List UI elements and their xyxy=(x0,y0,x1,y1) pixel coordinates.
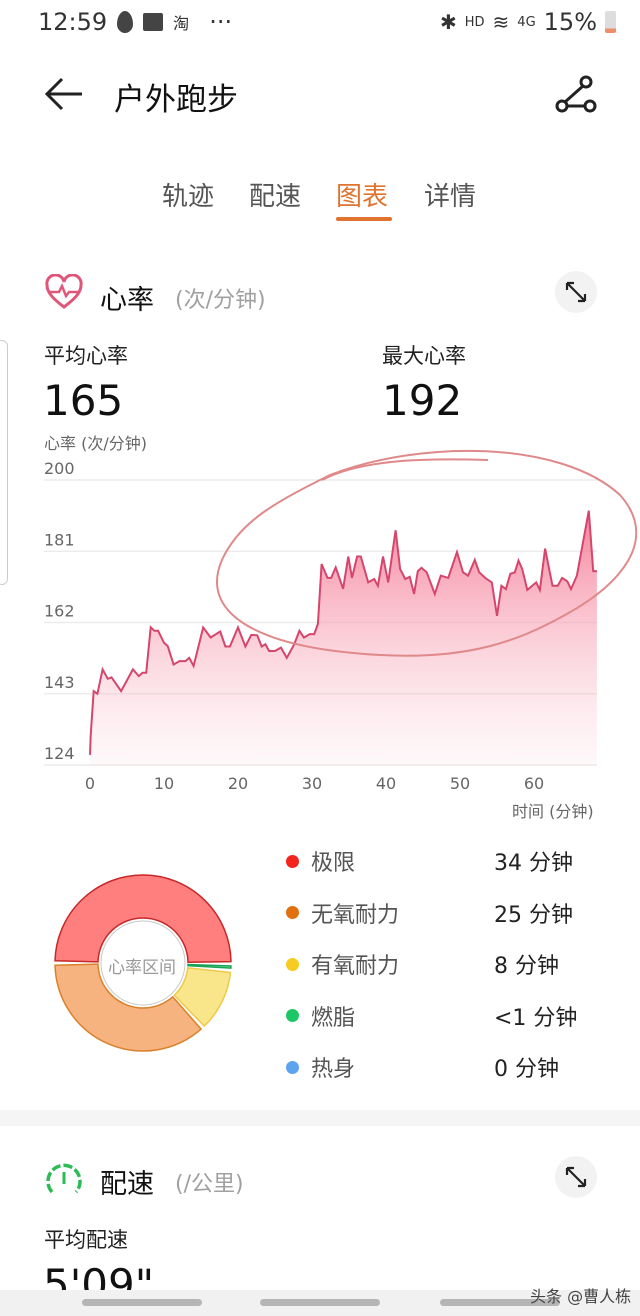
zone-duration: 34 分钟 xyxy=(494,851,573,876)
x-tick-label: 30 xyxy=(302,774,322,793)
max-heart-rate-label: 最大心率 xyxy=(382,344,466,368)
hd-label: HD xyxy=(464,14,485,30)
gallery-icon xyxy=(143,13,164,31)
donut-center-label: 心率区间 xyxy=(108,958,176,978)
wifi-icon: ≋ xyxy=(492,10,510,34)
taobao-icon: 淘 xyxy=(173,14,190,33)
y-tick-label: 162 xyxy=(44,602,75,621)
nav-button-home[interactable] xyxy=(260,1299,380,1306)
max-heart-rate-value: 192 xyxy=(382,376,463,425)
x-axis-label: 时间 (分钟) xyxy=(512,802,594,821)
expand-heart-rate-button[interactable] xyxy=(555,271,597,313)
zone-color-dot xyxy=(286,906,299,919)
zone-color-dot xyxy=(286,1060,299,1074)
heart-rate-title: 心率 xyxy=(100,285,154,316)
nav-button-back[interactable] xyxy=(82,1299,202,1306)
status-bar-right: ✱ HD ≋ 4G 15% xyxy=(440,8,616,36)
avg-pace-label: 平均配速 xyxy=(44,1228,128,1252)
zone-duration: <1 分钟 xyxy=(494,1005,578,1031)
y-tick-label: 200 xyxy=(44,459,75,478)
zone-legend-item: 燃脂 <1 分钟 xyxy=(286,1001,586,1031)
y-axis-label: 心率 (次/分钟) xyxy=(44,434,147,453)
battery-level: 15% xyxy=(543,8,597,36)
location-icon xyxy=(117,11,134,33)
zone-duration: 25 分钟 xyxy=(494,902,573,928)
back-arrow-icon[interactable] xyxy=(44,76,84,112)
y-tick-label: 124 xyxy=(44,744,75,763)
x-tick-label: 40 xyxy=(376,774,396,793)
heart-rate-line xyxy=(89,510,597,755)
zone-duration: 8 分钟 xyxy=(494,954,559,979)
speedometer-icon xyxy=(46,1163,82,1194)
heart-rate-area xyxy=(90,510,597,766)
page-title: 户外跑步 xyxy=(114,82,238,118)
heart-rate-chart: 200 181 162 143 124 0 10 20 30 40 50 60 xyxy=(44,449,638,793)
zone-legend-item: 极限 34 分钟 xyxy=(286,846,586,876)
heart-rate-zone-donut xyxy=(54,874,232,1052)
status-time: 12:59 xyxy=(38,8,108,36)
expand-icon xyxy=(565,1166,587,1188)
zone-color-dot xyxy=(286,1009,299,1022)
x-tick-label: 20 xyxy=(228,774,248,793)
battery-icon xyxy=(605,11,616,33)
status-bar-left: 12:59 淘 ··· xyxy=(38,8,232,36)
pace-title: 配速 xyxy=(100,1169,154,1200)
zone-legend-item: 热身 0 分钟 xyxy=(286,1052,586,1082)
zone-color-dot xyxy=(286,854,299,868)
x-tick-label: 10 xyxy=(154,774,174,793)
zone-name: 有氧耐力 xyxy=(311,954,400,979)
zone-name: 热身 xyxy=(311,1057,356,1082)
active-tab-indicator xyxy=(336,217,392,221)
watermark: 头条 @曹人栋 xyxy=(530,1287,632,1306)
zone-segment xyxy=(54,963,203,1052)
side-panel-handle[interactable] xyxy=(0,340,8,585)
signal-icon: 4G xyxy=(517,14,536,30)
x-tick-label: 0 xyxy=(85,774,95,793)
avg-heart-rate-value: 165 xyxy=(43,376,124,425)
expand-icon xyxy=(565,281,587,303)
donut-center xyxy=(100,920,186,1006)
heart-rate-icon xyxy=(45,274,83,309)
zone-segment xyxy=(54,874,232,964)
zone-legend-item: 无氧耐力 25 分钟 xyxy=(286,898,586,928)
hand-drawn-annotation-circle xyxy=(216,449,638,657)
zone-name: 极限 xyxy=(311,851,356,876)
y-tick-label: 143 xyxy=(44,673,75,692)
zone-segment xyxy=(187,963,232,969)
more-notifications-icon: ··· xyxy=(209,8,233,36)
expand-pace-button[interactable] xyxy=(555,1156,597,1198)
tab-track[interactable]: 轨迹 xyxy=(162,182,215,212)
tab-details[interactable]: 详情 xyxy=(424,182,477,212)
zone-legend-item: 有氧耐力 8 分钟 xyxy=(286,949,586,979)
zone-name: 无氧耐力 xyxy=(311,902,400,928)
zone-name: 燃脂 xyxy=(311,1005,356,1031)
tab-charts[interactable]: 图表 xyxy=(336,182,389,212)
x-tick-label: 60 xyxy=(524,774,544,793)
zone-segment xyxy=(173,967,232,1028)
heart-rate-unit: (次/分钟) xyxy=(175,288,266,313)
pace-unit: (/公里) xyxy=(175,1172,244,1197)
y-tick-label: 181 xyxy=(44,530,75,549)
avg-heart-rate-label: 平均心率 xyxy=(44,344,128,368)
bluetooth-icon: ✱ xyxy=(439,10,457,34)
zone-duration: 0 分钟 xyxy=(494,1057,559,1082)
tab-pace[interactable]: 配速 xyxy=(249,182,302,212)
x-tick-label: 50 xyxy=(450,774,470,793)
share-route-icon[interactable] xyxy=(554,74,598,114)
zone-color-dot xyxy=(286,957,299,971)
section-divider xyxy=(0,1110,640,1126)
nav-button-recents[interactable] xyxy=(440,1299,560,1306)
